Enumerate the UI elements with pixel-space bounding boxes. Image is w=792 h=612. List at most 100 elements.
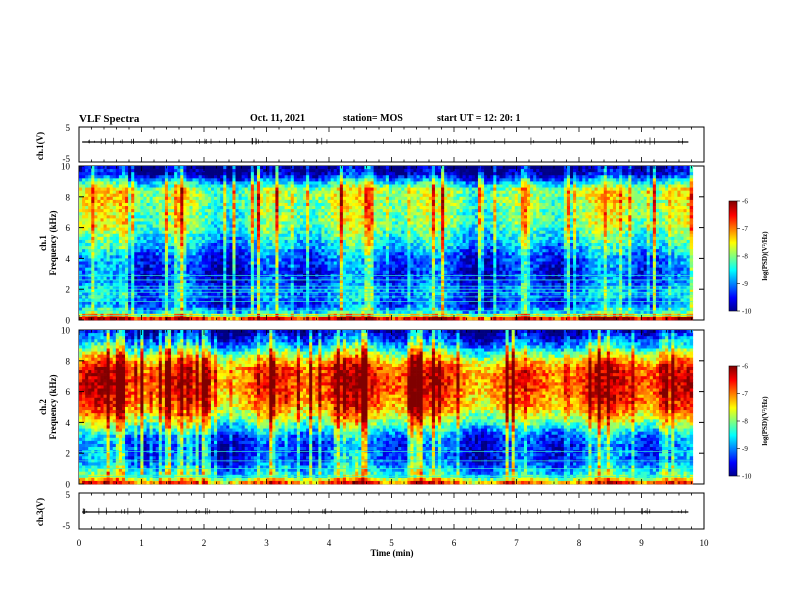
spectrogram-cell bbox=[309, 268, 312, 271]
spectrogram-cell bbox=[171, 243, 174, 246]
spectrogram-cell bbox=[248, 225, 251, 228]
spectrogram-cell bbox=[358, 218, 361, 221]
spectrogram-cell bbox=[156, 292, 159, 295]
spectrogram-cell bbox=[266, 200, 269, 203]
spectrogram-cell bbox=[254, 197, 257, 200]
spectrogram-cell bbox=[312, 252, 315, 255]
spectrogram-cell bbox=[318, 188, 321, 191]
spectrogram-cell bbox=[232, 292, 235, 295]
spectrogram-cell bbox=[217, 203, 220, 206]
spectrogram-cell bbox=[85, 261, 88, 264]
spectrogram-cell bbox=[321, 200, 324, 203]
spectrogram-cell bbox=[104, 178, 107, 181]
spectrogram-cell bbox=[242, 249, 245, 252]
spectrogram-cell bbox=[340, 243, 343, 246]
spectrogram-cell bbox=[196, 188, 199, 191]
spectrogram-cell bbox=[318, 175, 321, 178]
spectrogram-cell bbox=[291, 246, 294, 249]
spectrogram-cell bbox=[242, 252, 245, 255]
spectrogram-cell bbox=[79, 305, 82, 308]
spectrogram-cell bbox=[251, 246, 254, 249]
spectrogram-cell bbox=[110, 203, 113, 206]
spectrogram-cell bbox=[294, 252, 297, 255]
spectrogram-cell bbox=[162, 252, 165, 255]
spectrogram-cell bbox=[275, 172, 278, 175]
spectrogram-cell bbox=[371, 271, 374, 274]
spectrogram-cell bbox=[251, 249, 254, 252]
spectrogram-cell bbox=[104, 194, 107, 197]
spectrogram-cell bbox=[242, 305, 245, 308]
spectrogram-cell bbox=[91, 206, 94, 209]
spectrogram-cell bbox=[171, 218, 174, 221]
spectrogram-cell bbox=[285, 212, 288, 215]
spectrogram-cell bbox=[131, 268, 134, 271]
spectrogram-cell bbox=[214, 178, 217, 181]
spectrogram-cell bbox=[318, 252, 321, 255]
spectrogram-cell bbox=[189, 302, 192, 305]
spectrogram-cell bbox=[91, 261, 94, 264]
spectrogram-cell bbox=[174, 237, 177, 240]
spectrogram-cell bbox=[180, 302, 183, 305]
spectrogram-cell bbox=[340, 252, 343, 255]
spectrogram-cell bbox=[325, 255, 328, 258]
spectrogram-cell bbox=[94, 218, 97, 221]
spectrogram-cell bbox=[116, 197, 119, 200]
spectrogram-cell bbox=[306, 181, 309, 184]
spectrogram-cell bbox=[318, 225, 321, 228]
spectrogram-cell bbox=[104, 225, 107, 228]
spectrogram-cell bbox=[239, 243, 242, 246]
spectrogram-cell bbox=[340, 178, 343, 181]
spectrogram-cell bbox=[143, 225, 146, 228]
spectrogram-cell bbox=[165, 265, 168, 268]
spectrogram-cell bbox=[358, 197, 361, 200]
spectrogram-cell bbox=[113, 280, 116, 283]
spectrogram-cell bbox=[266, 228, 269, 231]
spectrogram-cell bbox=[88, 209, 91, 212]
spectrogram-cell bbox=[358, 166, 361, 169]
spectrogram-cell bbox=[82, 311, 85, 314]
spectrogram-cell bbox=[232, 280, 235, 283]
spectrogram-cell bbox=[318, 166, 321, 169]
spectrogram-cell bbox=[150, 206, 153, 209]
spectrogram-cell bbox=[205, 271, 208, 274]
spectrogram-cell bbox=[122, 261, 125, 264]
spectrogram-cell bbox=[325, 191, 328, 194]
spectrogram-cell bbox=[269, 255, 272, 258]
spectrogram-cell bbox=[196, 249, 199, 252]
spectrogram-cell bbox=[208, 261, 211, 264]
spectrogram-cell bbox=[367, 218, 370, 221]
spectrogram-cell bbox=[156, 249, 159, 252]
spectrogram-cell bbox=[229, 268, 232, 271]
spectrogram-cell bbox=[309, 172, 312, 175]
spectrogram-cell bbox=[269, 215, 272, 218]
spectrogram-cell bbox=[189, 169, 192, 172]
spectrogram-cell bbox=[294, 271, 297, 274]
spectrogram-cell bbox=[358, 234, 361, 237]
spectrogram-cell bbox=[137, 317, 140, 320]
spectrogram-cell bbox=[202, 206, 205, 209]
spectrogram-cell bbox=[137, 178, 140, 181]
spectrogram-cell bbox=[282, 188, 285, 191]
spectrogram-cell bbox=[269, 191, 272, 194]
spectrogram-cell bbox=[205, 169, 208, 172]
spectrogram-cell bbox=[325, 228, 328, 231]
spectrogram-cell bbox=[189, 209, 192, 212]
spectrogram-cell bbox=[251, 200, 254, 203]
spectrogram-cell bbox=[361, 184, 364, 187]
spectrogram-cell bbox=[85, 188, 88, 191]
spectrogram-cell bbox=[162, 203, 165, 206]
spectrogram-cell bbox=[134, 243, 137, 246]
spectrogram-cell bbox=[220, 311, 223, 314]
spectrogram-cell bbox=[97, 197, 100, 200]
spectrogram-cell bbox=[150, 225, 153, 228]
spectrogram-cell bbox=[239, 302, 242, 305]
spectrogram-cell bbox=[266, 234, 269, 237]
spectrogram-cell bbox=[147, 209, 150, 212]
spectrogram-cell bbox=[79, 197, 82, 200]
spectrogram-cell bbox=[260, 302, 263, 305]
spectrogram-cell bbox=[349, 246, 352, 249]
spectrogram-cell bbox=[202, 212, 205, 215]
spectrogram-cell bbox=[100, 215, 103, 218]
spectrogram-cell bbox=[288, 265, 291, 268]
spectrogram-cell bbox=[257, 228, 260, 231]
